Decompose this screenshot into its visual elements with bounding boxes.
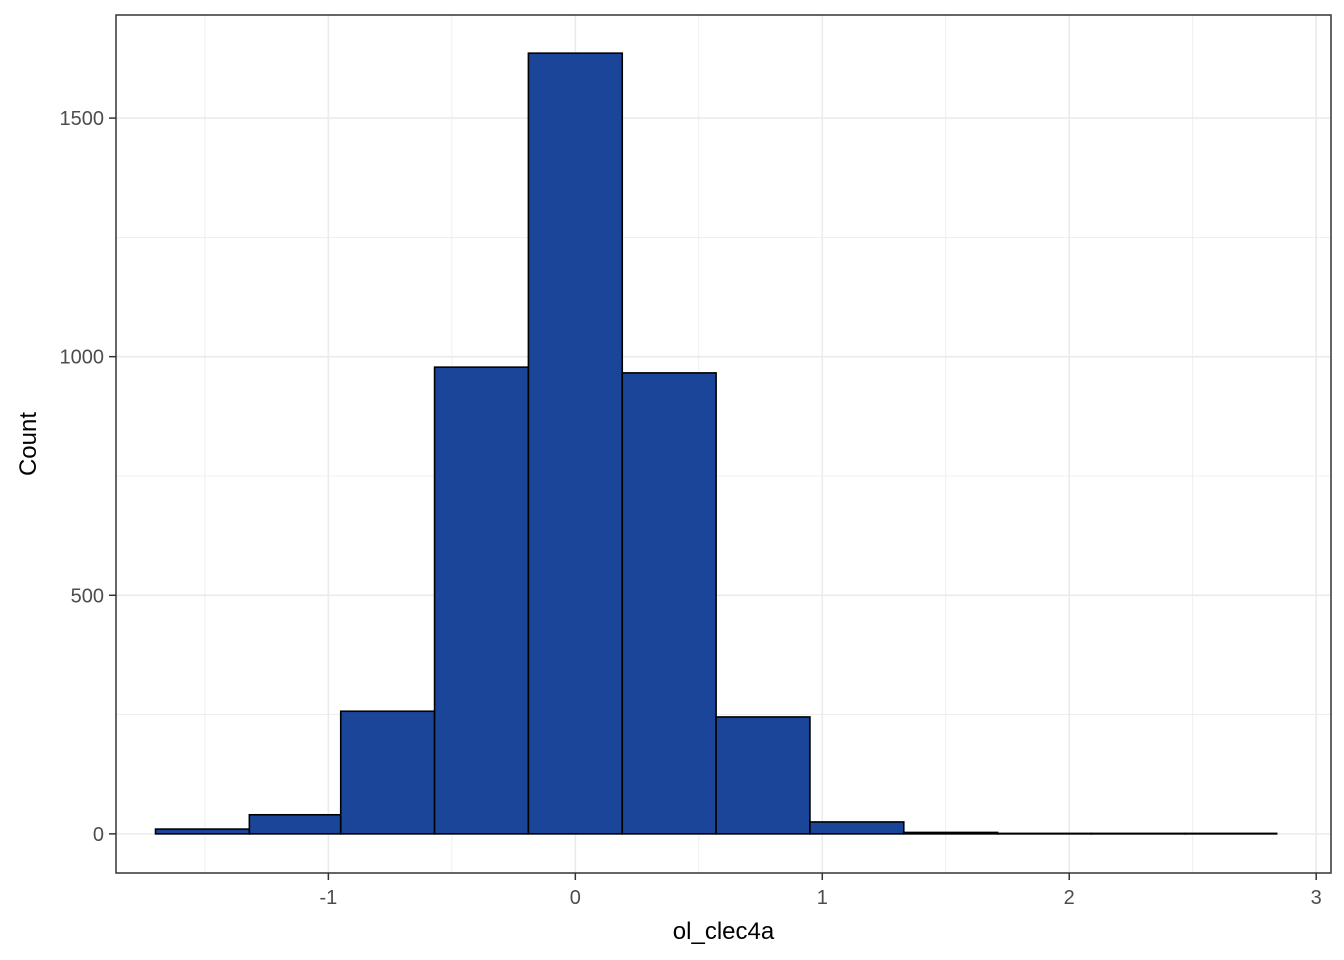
histogram-bar: [433, 366, 530, 835]
y-tick-label: 1500: [60, 108, 105, 130]
x-tick-label: 1: [817, 887, 828, 909]
x-tick-label: 2: [1064, 887, 1075, 909]
x-tick-label: -1: [319, 887, 337, 909]
histogram-bar: [621, 372, 717, 835]
x-axis-title: ol_clec4a: [673, 918, 775, 945]
histogram-bar: [715, 716, 811, 835]
x-axis-ticks: -1 0 1 2 3: [319, 873, 1322, 909]
histogram-bar: [339, 710, 436, 835]
x-tick-label: 3: [1311, 887, 1322, 909]
histogram-bar: [809, 821, 905, 835]
histogram-bar: [527, 52, 624, 835]
histogram-bar: [902, 831, 999, 835]
y-tick-label: 500: [71, 585, 104, 607]
x-tick-label: 0: [570, 887, 581, 909]
panel-border: [115, 14, 1332, 874]
y-tick-label: 1000: [60, 347, 105, 369]
histogram-bars: [154, 52, 1278, 835]
y-axis-ticks: 0 500 1000 1500: [60, 108, 116, 846]
y-axis-title: Count: [15, 412, 42, 476]
histogram-bar: [248, 813, 342, 835]
y-tick-label: 0: [93, 824, 104, 846]
histogram-bar: [154, 828, 251, 835]
